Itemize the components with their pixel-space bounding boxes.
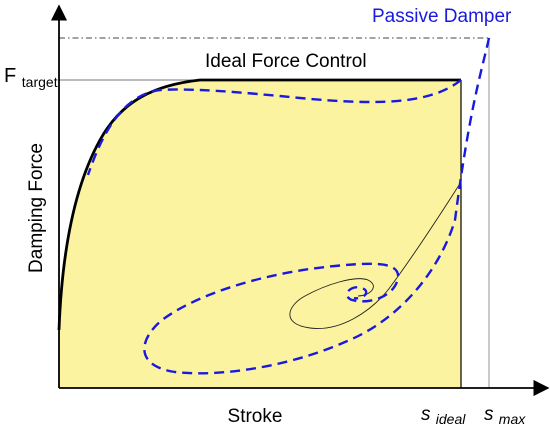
ideal-force-curve xyxy=(57,78,461,331)
x-axis-label: Stroke xyxy=(228,406,283,427)
s-ideal-label: s ideal xyxy=(421,404,466,427)
s-max-label: s max xyxy=(484,404,526,427)
f-target-label: F target xyxy=(4,65,58,90)
ideal-force-control-label: Ideal Force Control xyxy=(205,51,367,72)
s-max-sub: max xyxy=(499,411,526,427)
f-target-main: F xyxy=(4,65,16,87)
y-axis-label: Damping Force xyxy=(26,143,47,273)
passive-damper-label: Passive Damper xyxy=(372,6,512,27)
passive-damper-curve xyxy=(86,37,491,375)
ideal-energy-area xyxy=(59,80,461,388)
s-ideal-main: s xyxy=(421,404,431,425)
s-ideal-sub: ideal xyxy=(436,411,466,427)
thin-inner-curve xyxy=(289,181,462,329)
s-max-main: s xyxy=(484,404,494,425)
f-target-sub: target xyxy=(22,74,58,90)
